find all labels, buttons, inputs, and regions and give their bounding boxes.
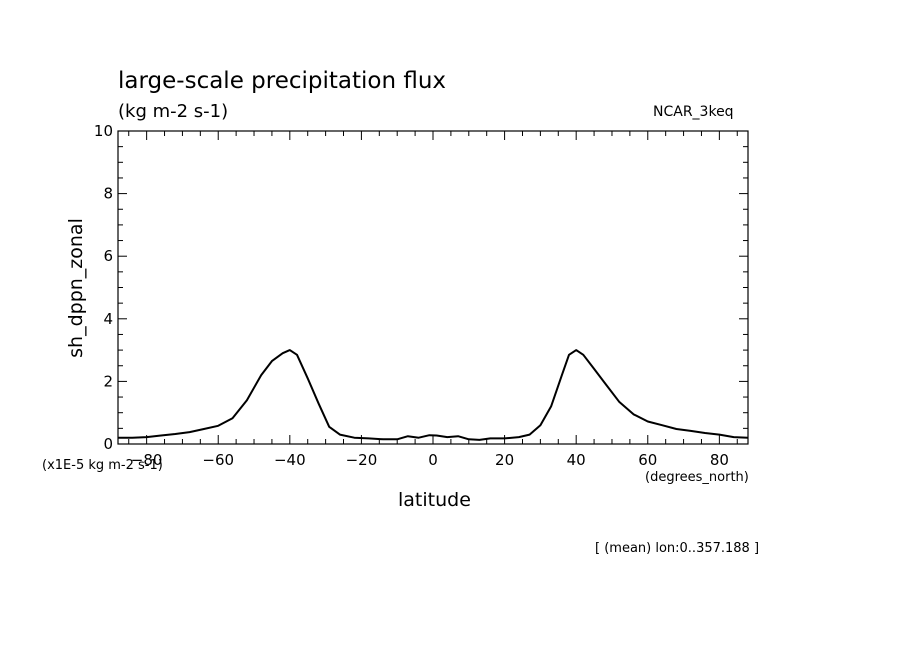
x-tick-label: 0 <box>428 451 438 469</box>
x-axis-label: latitude <box>398 489 471 511</box>
x-tick-label: −40 <box>274 451 306 469</box>
x-units-label: (degrees_north) <box>645 470 749 485</box>
x-tick-label: −60 <box>202 451 234 469</box>
axis-ticks <box>118 130 748 445</box>
y-tick-label: 2 <box>103 372 113 390</box>
model-label: NCAR_3keq <box>653 104 734 120</box>
mean-annotation: [ (mean) lon:0..357.188 ] <box>595 541 760 556</box>
y-tick-label: 6 <box>103 247 113 265</box>
y-scale-label: (x1E-5 kg m-2 s-1) <box>42 458 163 473</box>
y-tick-label: 10 <box>94 122 113 140</box>
x-tick-label: 40 <box>567 451 586 469</box>
chart-title: large-scale precipitation flux <box>118 68 447 94</box>
x-tick-label: −20 <box>346 451 378 469</box>
tick-labels: −80 −60 −40 −20 0 20 40 60 80 0 2 4 6 8 10 <box>94 122 729 469</box>
chart-units: (kg m-2 s-1) <box>118 101 229 122</box>
y-tick-label: 0 <box>103 435 113 453</box>
y-tick-label: 8 <box>103 185 113 203</box>
x-tick-label: −80 <box>131 451 163 469</box>
series-line <box>118 349 749 441</box>
x-tick-label: 80 <box>710 451 729 469</box>
x-tick-label: 20 <box>495 451 514 469</box>
y-tick-label: 4 <box>103 310 113 328</box>
plot-frame <box>117 130 749 445</box>
x-tick-label: 60 <box>638 451 657 469</box>
